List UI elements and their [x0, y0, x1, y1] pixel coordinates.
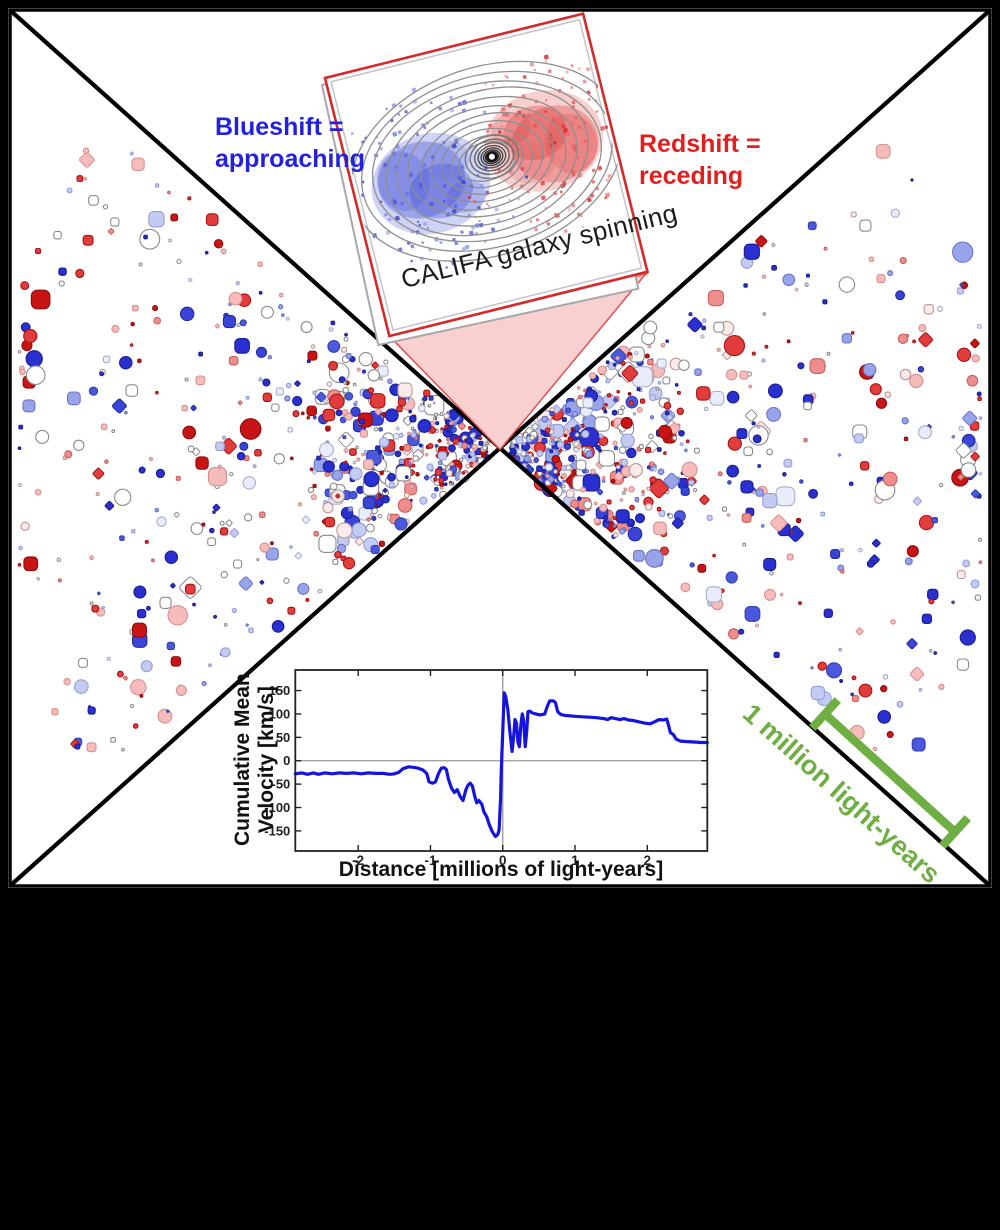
chart-y-tick-label: 50 — [276, 730, 290, 745]
figure-panel: -2 -1 0 1 2 150 100 50 0 -50 -100 -150 Blueshift = … — [8, 8, 992, 889]
chart-y-tick-label: 0 — [283, 753, 290, 768]
velocity-curve — [293, 691, 709, 839]
velocity-chart: -2 -1 0 1 2 150 100 50 0 -50 -100 -150 — [264, 669, 709, 868]
chart-x-tick-label: 1 — [571, 853, 579, 868]
chart-x-tick-label: -1 — [424, 853, 436, 868]
chart-x-tick-label: -2 — [352, 853, 364, 868]
figure-canvas: -2 -1 0 1 2 150 100 50 0 -50 -100 -150 — [8, 8, 992, 888]
scale-bar — [809, 697, 971, 849]
scatter-markers — [17, 143, 983, 753]
chart-y-tick-label: 150 — [269, 683, 291, 698]
inset-galaxy-panel — [323, 12, 650, 338]
chart-y-tick-label: -150 — [264, 823, 290, 838]
chart-y-tick-label: 100 — [269, 706, 291, 721]
galaxy-nucleus-dot — [488, 153, 495, 160]
galaxy-velocity-map — [345, 54, 631, 269]
panel-border — [8, 8, 992, 888]
chart-x-tick-label: 2 — [644, 853, 652, 868]
chart-y-tick-label: -50 — [272, 777, 291, 792]
chart-x-tick-label: 0 — [499, 853, 507, 868]
chart-y-tick-label: -100 — [264, 800, 290, 815]
